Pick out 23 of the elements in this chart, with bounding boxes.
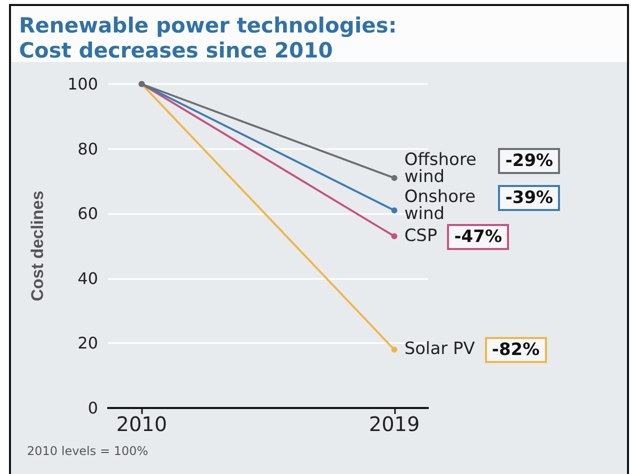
x-tick-label: 2019: [368, 412, 420, 436]
point: [391, 207, 398, 214]
legend-label: CSP: [404, 226, 438, 246]
y-tick-label: 80: [78, 139, 98, 158]
text: 2010 levels = 100%: [27, 444, 148, 458]
y-tick-label: 40: [78, 268, 98, 288]
chart-title: Renewable power technologies: Cost decreases since 2010: [19, 14, 404, 62]
point: [391, 346, 398, 353]
legend-label: Solar PV: [404, 339, 475, 360]
text: -29%: [498, 148, 560, 174]
x-tick-label: 2010: [116, 412, 168, 436]
y-tick-label: 20: [78, 334, 98, 353]
y-axis-title: Cost declines: [28, 190, 47, 302]
y-tick-label: 60: [78, 204, 98, 224]
legend-label: Onshore wind: [404, 187, 477, 224]
point: [391, 233, 398, 240]
point: [391, 174, 398, 181]
text: -39%: [498, 185, 560, 212]
text: -82%: [484, 337, 547, 364]
y-tick-label: 0: [88, 398, 98, 418]
text: -47%: [447, 224, 509, 250]
legend-label: Offshore wind: [404, 150, 478, 188]
y-tick-label: 100: [67, 74, 98, 94]
